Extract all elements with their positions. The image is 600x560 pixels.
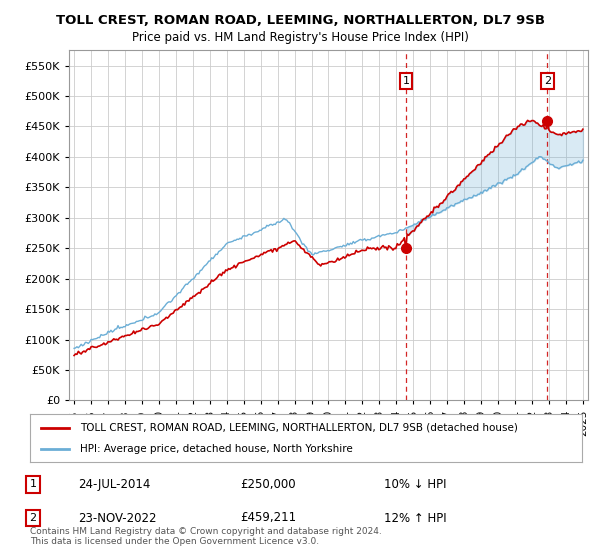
Text: 1: 1 [403, 76, 409, 86]
Text: 24-JUL-2014: 24-JUL-2014 [78, 478, 151, 491]
Text: HPI: Average price, detached house, North Yorkshire: HPI: Average price, detached house, Nort… [80, 444, 352, 454]
Text: Price paid vs. HM Land Registry's House Price Index (HPI): Price paid vs. HM Land Registry's House … [131, 31, 469, 44]
Text: £459,211: £459,211 [240, 511, 296, 525]
Text: 12% ↑ HPI: 12% ↑ HPI [384, 511, 446, 525]
Text: 1: 1 [29, 479, 37, 489]
Text: TOLL CREST, ROMAN ROAD, LEEMING, NORTHALLERTON, DL7 9SB (detached house): TOLL CREST, ROMAN ROAD, LEEMING, NORTHAL… [80, 423, 518, 433]
Text: 2: 2 [29, 513, 37, 523]
Text: TOLL CREST, ROMAN ROAD, LEEMING, NORTHALLERTON, DL7 9SB: TOLL CREST, ROMAN ROAD, LEEMING, NORTHAL… [56, 14, 545, 27]
Text: Contains HM Land Registry data © Crown copyright and database right 2024.
This d: Contains HM Land Registry data © Crown c… [30, 526, 382, 546]
Text: 10% ↓ HPI: 10% ↓ HPI [384, 478, 446, 491]
Text: 23-NOV-2022: 23-NOV-2022 [78, 511, 157, 525]
Text: £250,000: £250,000 [240, 478, 296, 491]
Text: 2: 2 [544, 76, 551, 86]
